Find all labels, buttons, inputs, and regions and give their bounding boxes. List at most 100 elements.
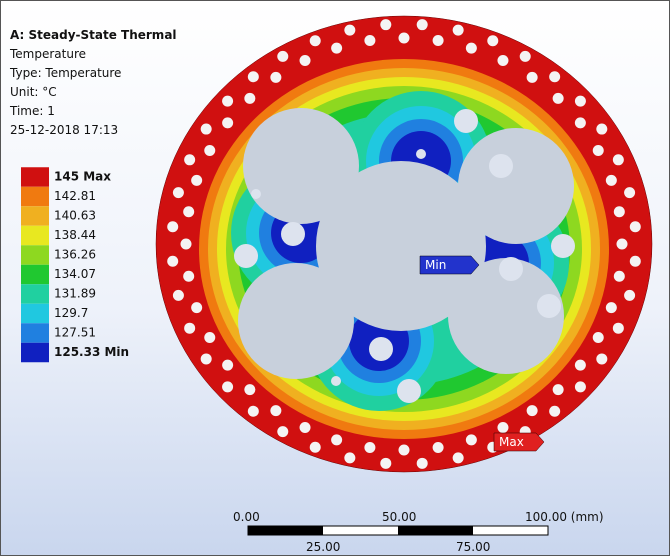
- legend-swatch: [21, 226, 49, 246]
- legend-label: 142.81: [54, 189, 96, 203]
- vent-hole: [630, 221, 641, 232]
- hole: [331, 376, 341, 386]
- vent-hole: [183, 206, 194, 217]
- vent-hole: [624, 187, 635, 198]
- vent-hole: [453, 452, 464, 463]
- result-name: Temperature: [9, 47, 86, 61]
- vent-hole: [466, 434, 477, 445]
- vent-hole: [201, 353, 212, 364]
- vent-hole: [614, 271, 625, 282]
- scale-label: 50.00: [382, 510, 416, 524]
- legend-swatch: [21, 206, 49, 226]
- vent-hole: [331, 43, 342, 54]
- vent-hole: [277, 426, 288, 437]
- vent-hole: [181, 239, 192, 250]
- vent-hole: [399, 445, 410, 456]
- scale-label: 75.00: [456, 540, 490, 554]
- hole: [369, 337, 393, 361]
- vent-hole: [244, 93, 255, 104]
- vent-hole: [244, 384, 255, 395]
- vent-hole: [248, 406, 259, 417]
- vent-hole: [222, 360, 233, 371]
- vent-hole: [596, 353, 607, 364]
- vent-hole: [300, 55, 311, 66]
- vent-hole: [520, 51, 531, 62]
- vent-hole: [277, 51, 288, 62]
- vent-hole: [606, 302, 617, 313]
- min-label: Min: [425, 258, 446, 272]
- legend-label: 136.26: [54, 248, 96, 262]
- result-type: Type: Temperature: [9, 66, 121, 80]
- analysis-title: A: Steady-State Thermal: [10, 28, 177, 42]
- legend-swatch: [21, 187, 49, 207]
- vent-hole: [596, 124, 607, 135]
- vent-hole: [575, 381, 586, 392]
- hole: [489, 154, 513, 178]
- scale-label: 100.00 (mm): [525, 510, 604, 524]
- vent-hole: [593, 332, 604, 343]
- legend-label: 125.33 Min: [54, 345, 129, 359]
- vent-hole: [364, 442, 375, 453]
- vent-hole: [270, 72, 281, 83]
- cutout-lobe: [458, 128, 574, 244]
- vent-hole: [310, 35, 321, 46]
- vent-hole: [344, 25, 355, 36]
- scale-label: 25.00: [306, 540, 340, 554]
- vent-hole: [380, 458, 391, 469]
- vent-hole: [417, 458, 428, 469]
- vent-hole: [399, 33, 410, 44]
- vent-hole: [204, 145, 215, 156]
- vent-hole: [204, 332, 215, 343]
- legend-label: 145 Max: [54, 170, 111, 184]
- vent-hole: [549, 71, 560, 82]
- vent-hole: [453, 25, 464, 36]
- vent-hole: [310, 442, 321, 453]
- vent-hole: [606, 175, 617, 186]
- vent-hole: [617, 239, 628, 250]
- result-unit: Unit: °C: [10, 85, 57, 99]
- vent-hole: [527, 405, 538, 416]
- vent-hole: [614, 206, 625, 217]
- vent-hole: [553, 93, 564, 104]
- hole: [454, 109, 478, 133]
- vent-hole: [364, 35, 375, 46]
- max-probe: Max: [494, 433, 544, 451]
- vent-hole: [201, 124, 212, 135]
- min-probe: Min: [420, 256, 479, 274]
- vent-hole: [184, 323, 195, 334]
- vent-hole: [613, 154, 624, 165]
- legend-swatch: [21, 304, 49, 324]
- hole: [397, 379, 421, 403]
- legend-swatch: [21, 245, 49, 265]
- cutout-lobe: [238, 263, 354, 379]
- legend: 145 Max142.81140.63138.44136.26134.07131…: [21, 167, 129, 362]
- scene: A: Steady-State Thermal Temperature Type…: [1, 1, 669, 555]
- scale-label: 0.00: [233, 510, 260, 524]
- vent-hole: [184, 154, 195, 165]
- vent-hole: [433, 35, 444, 46]
- vent-hole: [624, 290, 635, 301]
- hole: [234, 244, 258, 268]
- vent-hole: [173, 187, 184, 198]
- result-date: 25-12-2018 17:13: [10, 123, 118, 137]
- vent-hole: [630, 256, 641, 267]
- legend-label: 138.44: [54, 228, 96, 242]
- vent-hole: [331, 434, 342, 445]
- vent-hole: [466, 43, 477, 54]
- vent-hole: [344, 452, 355, 463]
- legend-swatch: [21, 284, 49, 304]
- vent-hole: [191, 302, 202, 313]
- vent-hole: [575, 360, 586, 371]
- vent-hole: [167, 256, 178, 267]
- max-label: Max: [499, 435, 524, 449]
- vent-hole: [270, 405, 281, 416]
- vent-hole: [222, 96, 233, 107]
- viewport: A: Steady-State Thermal Temperature Type…: [0, 0, 670, 556]
- cutout-lobe: [243, 108, 359, 224]
- vent-hole: [549, 406, 560, 417]
- vent-hole: [553, 384, 564, 395]
- vent-hole: [575, 96, 586, 107]
- vent-hole: [593, 145, 604, 156]
- hole: [551, 234, 575, 258]
- vent-hole: [575, 117, 586, 128]
